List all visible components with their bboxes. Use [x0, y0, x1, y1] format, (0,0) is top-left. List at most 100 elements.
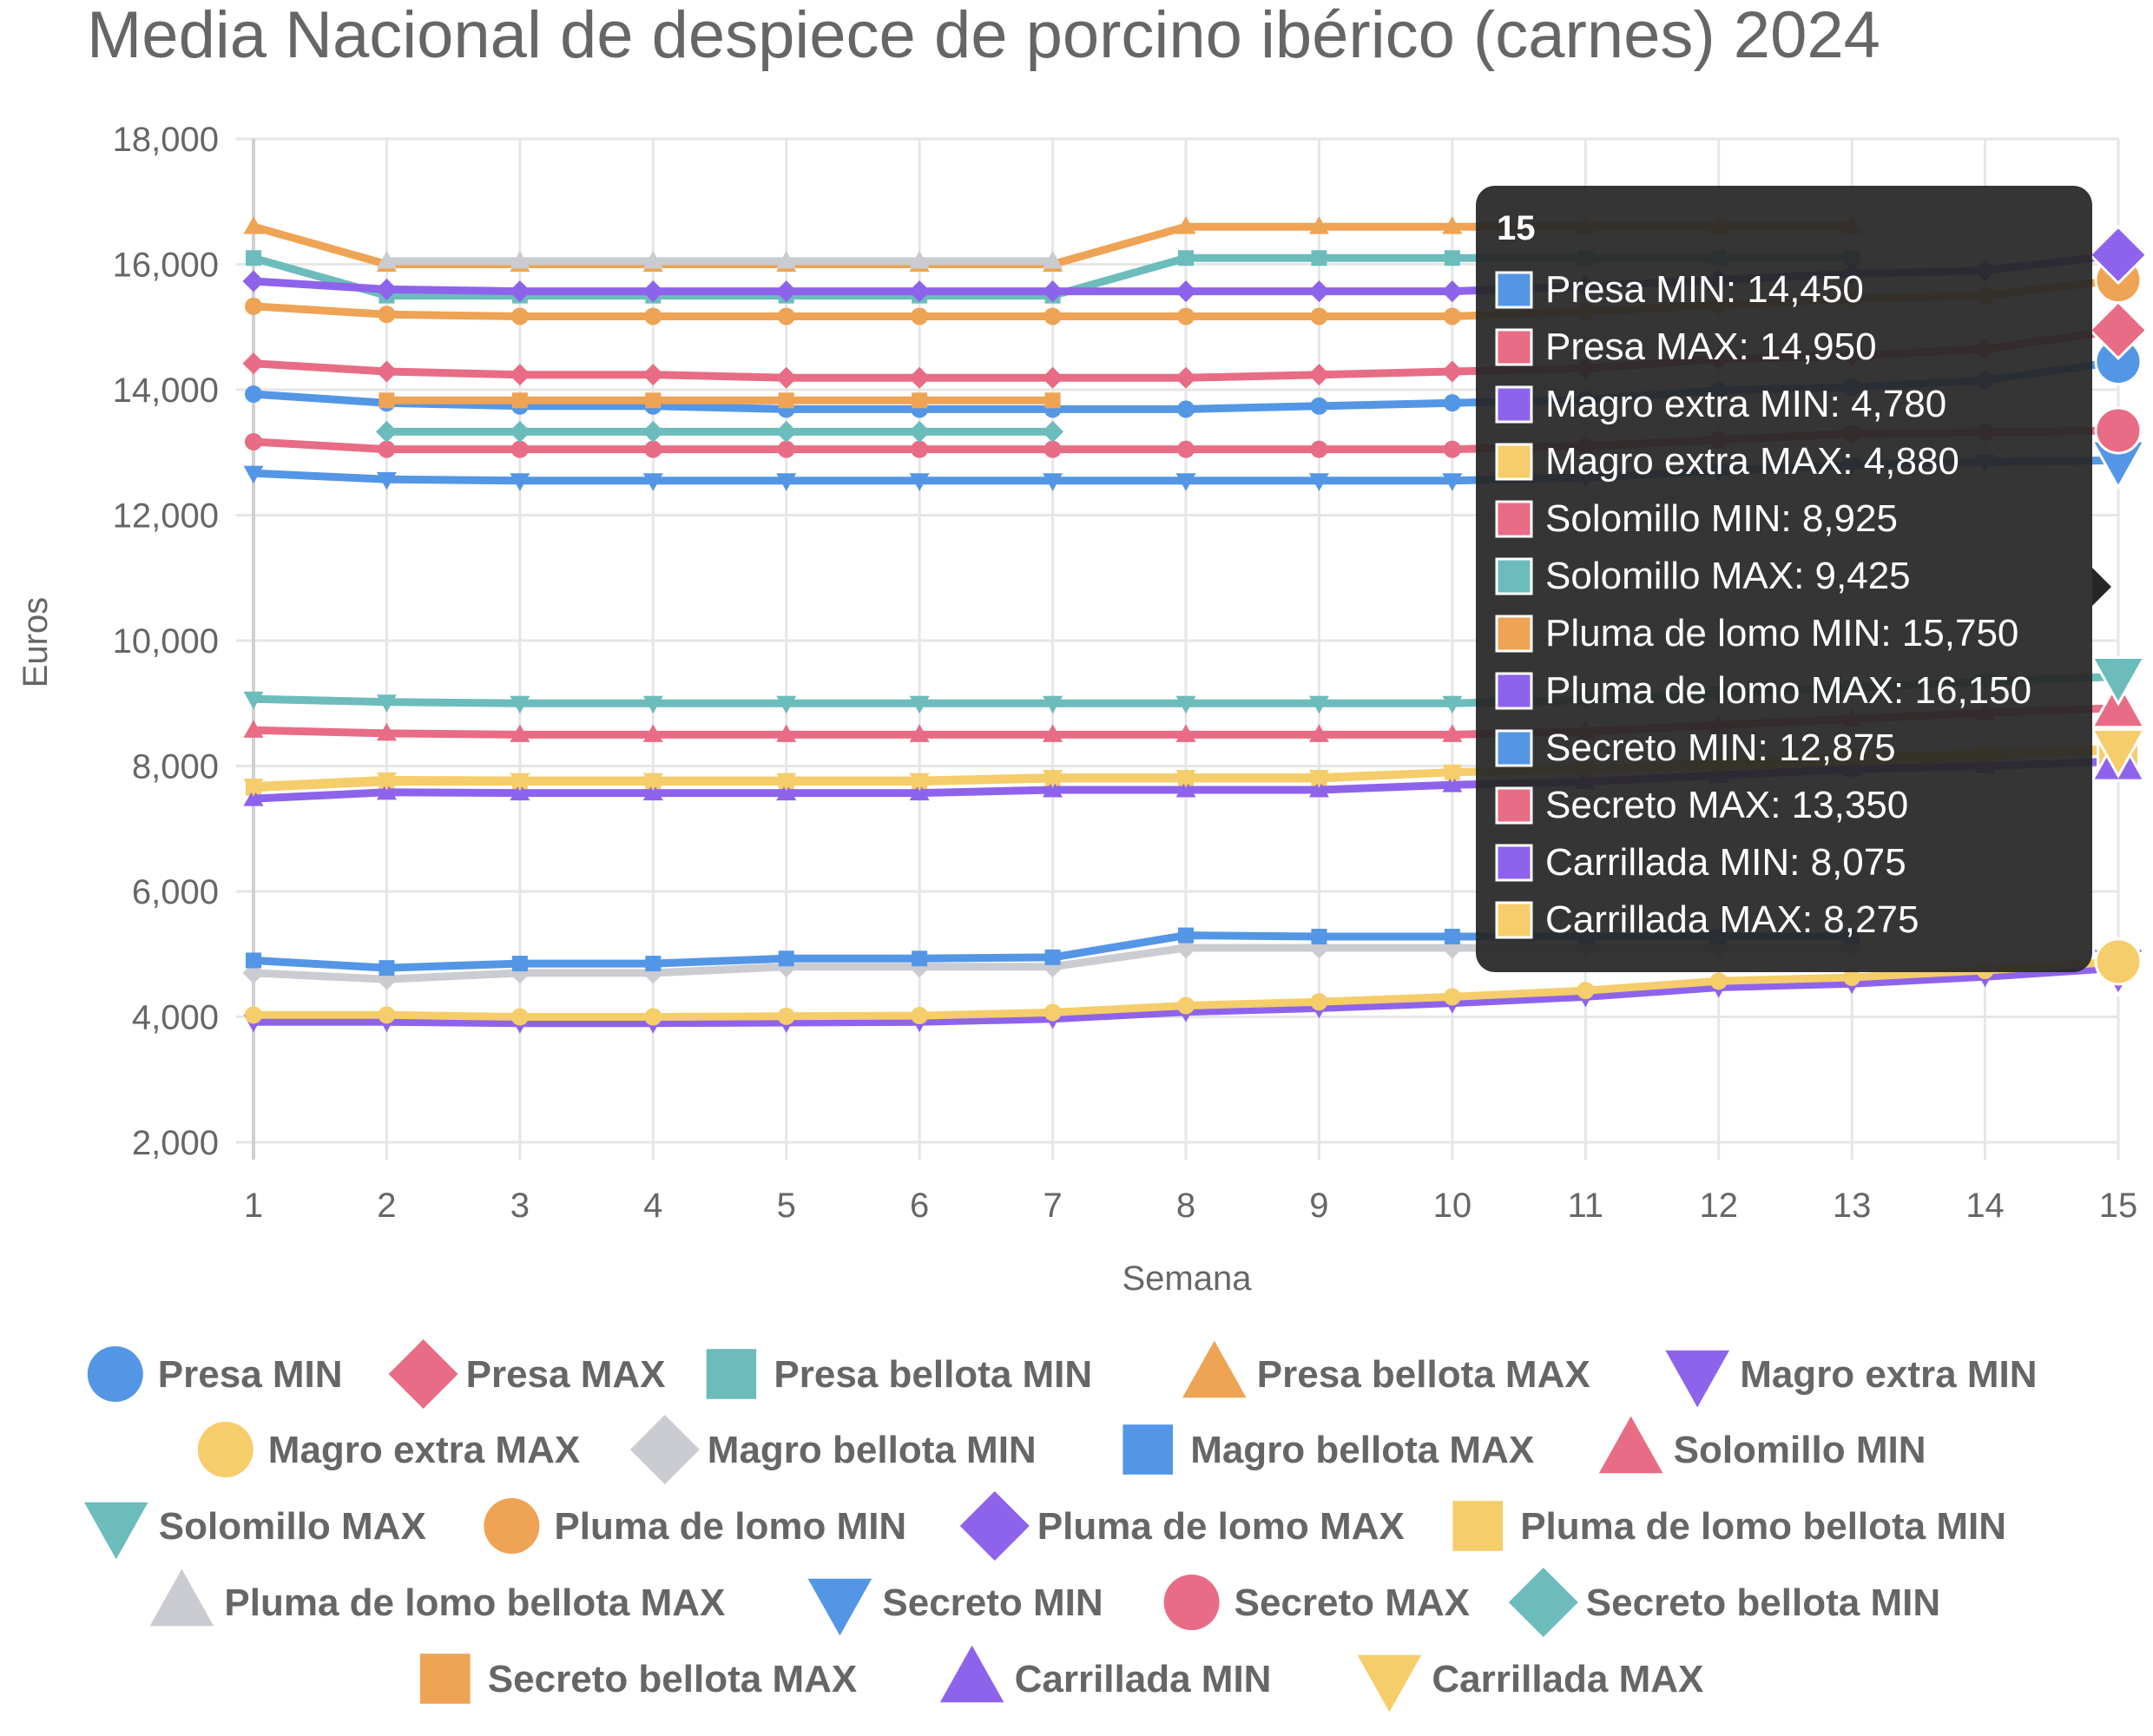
- point-presa-max: [642, 364, 664, 386]
- x-tick-label: 4: [643, 1187, 662, 1225]
- point-solomillo-min: [642, 724, 663, 742]
- point-secreto-bellota-max: [778, 392, 794, 409]
- point-pluma-de-lomo-max: [908, 280, 931, 303]
- x-tick-label: 1: [244, 1187, 263, 1225]
- point-magro-bellota-max: [912, 950, 928, 967]
- point-secreto-max: [644, 440, 662, 458]
- legend-marker-magro-extra-min: [1665, 1350, 1729, 1408]
- point-magro-extra-max: [1577, 982, 1595, 1000]
- point-carrillada-min: [1308, 779, 1329, 798]
- series-secreto-bellota-max: [379, 392, 1061, 409]
- point-carrillada-min: [642, 782, 663, 801]
- point-magro-extra-max: [1709, 972, 1728, 990]
- point-secreto-bellota-min: [908, 420, 931, 443]
- legend-marker-pluma-de-lomo-bellota-max: [149, 1568, 214, 1627]
- point-magro-extra-max: [644, 1008, 662, 1026]
- point-pluma-de-lomo-max: [1307, 280, 1330, 303]
- legend-marker-magro-bellota-max: [1123, 1424, 1173, 1475]
- legend-marker-pluma-de-lomo-min: [484, 1498, 540, 1554]
- point-carrillada-min: [510, 782, 530, 801]
- x-tick-label: 8: [1176, 1187, 1195, 1225]
- legend-marker-secreto-bellota-min: [1508, 1568, 1578, 1637]
- legend-item-secreto-bellota-min[interactable]: Secreto bellota MIN: [1508, 1568, 1940, 1637]
- point-hover-presa-max: [2088, 299, 2149, 360]
- point-carrillada-max: [642, 773, 663, 792]
- point-carrillada-max: [1175, 770, 1196, 788]
- tooltip-swatch: [1495, 729, 1533, 767]
- point-secreto-min: [776, 473, 797, 491]
- legend-label: Magro bellota MAX: [1190, 1429, 1534, 1471]
- legend-label: Secreto MIN: [882, 1581, 1103, 1624]
- legend-item-solomillo-min[interactable]: Solomillo MIN: [1598, 1416, 1926, 1474]
- legend-item-secreto-min[interactable]: Secreto MIN: [807, 1578, 1103, 1636]
- point-secreto-bellota-min: [375, 420, 398, 443]
- point-magro-extra-max: [1843, 968, 1861, 986]
- legend-item-carrillada-min[interactable]: Carrillada MIN: [939, 1645, 1272, 1703]
- point-secreto-min: [1442, 473, 1463, 491]
- y-tick-label: 14,000: [113, 372, 219, 410]
- legend-label: Pluma de lomo bellota MIN: [1520, 1505, 2006, 1548]
- point-presa-bellota-max: [1175, 216, 1196, 234]
- legend-item-pluma-de-lomo-max[interactable]: Pluma de lomo MAX: [959, 1491, 1405, 1561]
- point-magro-extra-max: [245, 1006, 262, 1024]
- point-secreto-bellota-max: [645, 392, 662, 409]
- legend-label: Solomillo MAX: [159, 1505, 426, 1548]
- point-carrillada-min: [909, 782, 930, 801]
- point-secreto-bellota-max: [379, 392, 395, 409]
- point-solomillo-min: [776, 724, 797, 742]
- point-secreto-bellota-max: [1044, 392, 1061, 409]
- legend-item-secreto-max[interactable]: Secreto MAX: [1163, 1575, 1470, 1630]
- point-magro-extra-max: [510, 1008, 529, 1026]
- point-secreto-min: [243, 465, 264, 484]
- legend-label: Secreto bellota MIN: [1586, 1581, 1940, 1624]
- point-hover-solomillo-max: [2090, 655, 2147, 707]
- point-magro-extra-max: [1044, 1003, 1062, 1022]
- legend-label: Pluma de lomo MIN: [554, 1505, 906, 1548]
- legend-item-pluma-de-lomo-bellota-min[interactable]: Pluma de lomo bellota MIN: [1452, 1501, 2006, 1551]
- point-hover-carrillada-max: [2090, 728, 2147, 779]
- point-solomillo-min: [510, 724, 530, 742]
- point-magro-bellota-max: [1178, 927, 1194, 944]
- point-hover-pluma-de-lomo-max: [2088, 225, 2149, 286]
- point-carrillada-min: [1442, 774, 1463, 792]
- legend-item-magro-bellota-max[interactable]: Magro bellota MAX: [1123, 1424, 1534, 1475]
- legend-item-magro-extra-max[interactable]: Magro extra MAX: [197, 1422, 580, 1477]
- tooltip-item: Magro extra MIN: 4,780: [1545, 383, 1946, 425]
- tooltip-item: Magro extra MAX: 4,880: [1545, 440, 1959, 483]
- point-carrillada-min: [1175, 779, 1196, 798]
- point-solomillo-max: [1308, 695, 1329, 714]
- point-carrillada-max: [510, 773, 530, 792]
- legend-item-pluma-de-lomo-bellota-max[interactable]: Pluma de lomo bellota MAX: [149, 1568, 726, 1627]
- point-presa-min: [245, 385, 262, 404]
- legend-item-presa-bellota-max[interactable]: Presa bellota MAX: [1182, 1340, 1590, 1398]
- legend-item-carrillada-max[interactable]: Carrillada MAX: [1357, 1654, 1704, 1713]
- legend-item-presa-min[interactable]: Presa MIN: [87, 1346, 343, 1402]
- point-presa-min: [1443, 394, 1461, 412]
- tooltip-swatch: [1495, 672, 1533, 710]
- legend-label: Presa bellota MAX: [1257, 1353, 1590, 1396]
- x-tick-label: 14: [1965, 1187, 2005, 1225]
- point-secreto-bellota-min: [775, 420, 798, 443]
- legend-item-solomillo-max[interactable]: Solomillo MAX: [84, 1502, 426, 1560]
- point-carrillada-min: [243, 788, 264, 806]
- legend-item-presa-bellota-min[interactable]: Presa bellota MIN: [706, 1349, 1093, 1399]
- point-magro-extra-max: [1310, 993, 1328, 1011]
- tooltip-item: Secreto MAX: 13,350: [1545, 784, 1908, 826]
- point-solomillo-max: [1175, 695, 1196, 714]
- point-pluma-de-lomo-bellota-max: [776, 250, 797, 269]
- point-presa-max: [908, 366, 931, 389]
- point-solomillo-max: [376, 694, 397, 713]
- point-pluma-de-lomo-bellota-max: [1043, 250, 1063, 269]
- legend-item-presa-max[interactable]: Presa MAX: [388, 1339, 666, 1409]
- point-secreto-bellota-min: [642, 420, 664, 443]
- legend-label: Solomillo MIN: [1674, 1429, 1926, 1471]
- legend-item-secreto-bellota-max[interactable]: Secreto bellota MAX: [420, 1654, 857, 1704]
- point-presa-bellota-min: [1178, 250, 1194, 266]
- point-secreto-min: [376, 471, 397, 490]
- legend-item-pluma-de-lomo-min[interactable]: Pluma de lomo MIN: [484, 1498, 906, 1554]
- point-solomillo-max: [510, 695, 530, 714]
- legend-item-magro-bellota-min[interactable]: Magro bellota MIN: [629, 1415, 1037, 1484]
- legend-item-magro-extra-min[interactable]: Magro extra MIN: [1665, 1350, 2037, 1408]
- legend[interactable]: Presa MIN Presa MAX Presa bellota MIN Presa…: [84, 1339, 2037, 1713]
